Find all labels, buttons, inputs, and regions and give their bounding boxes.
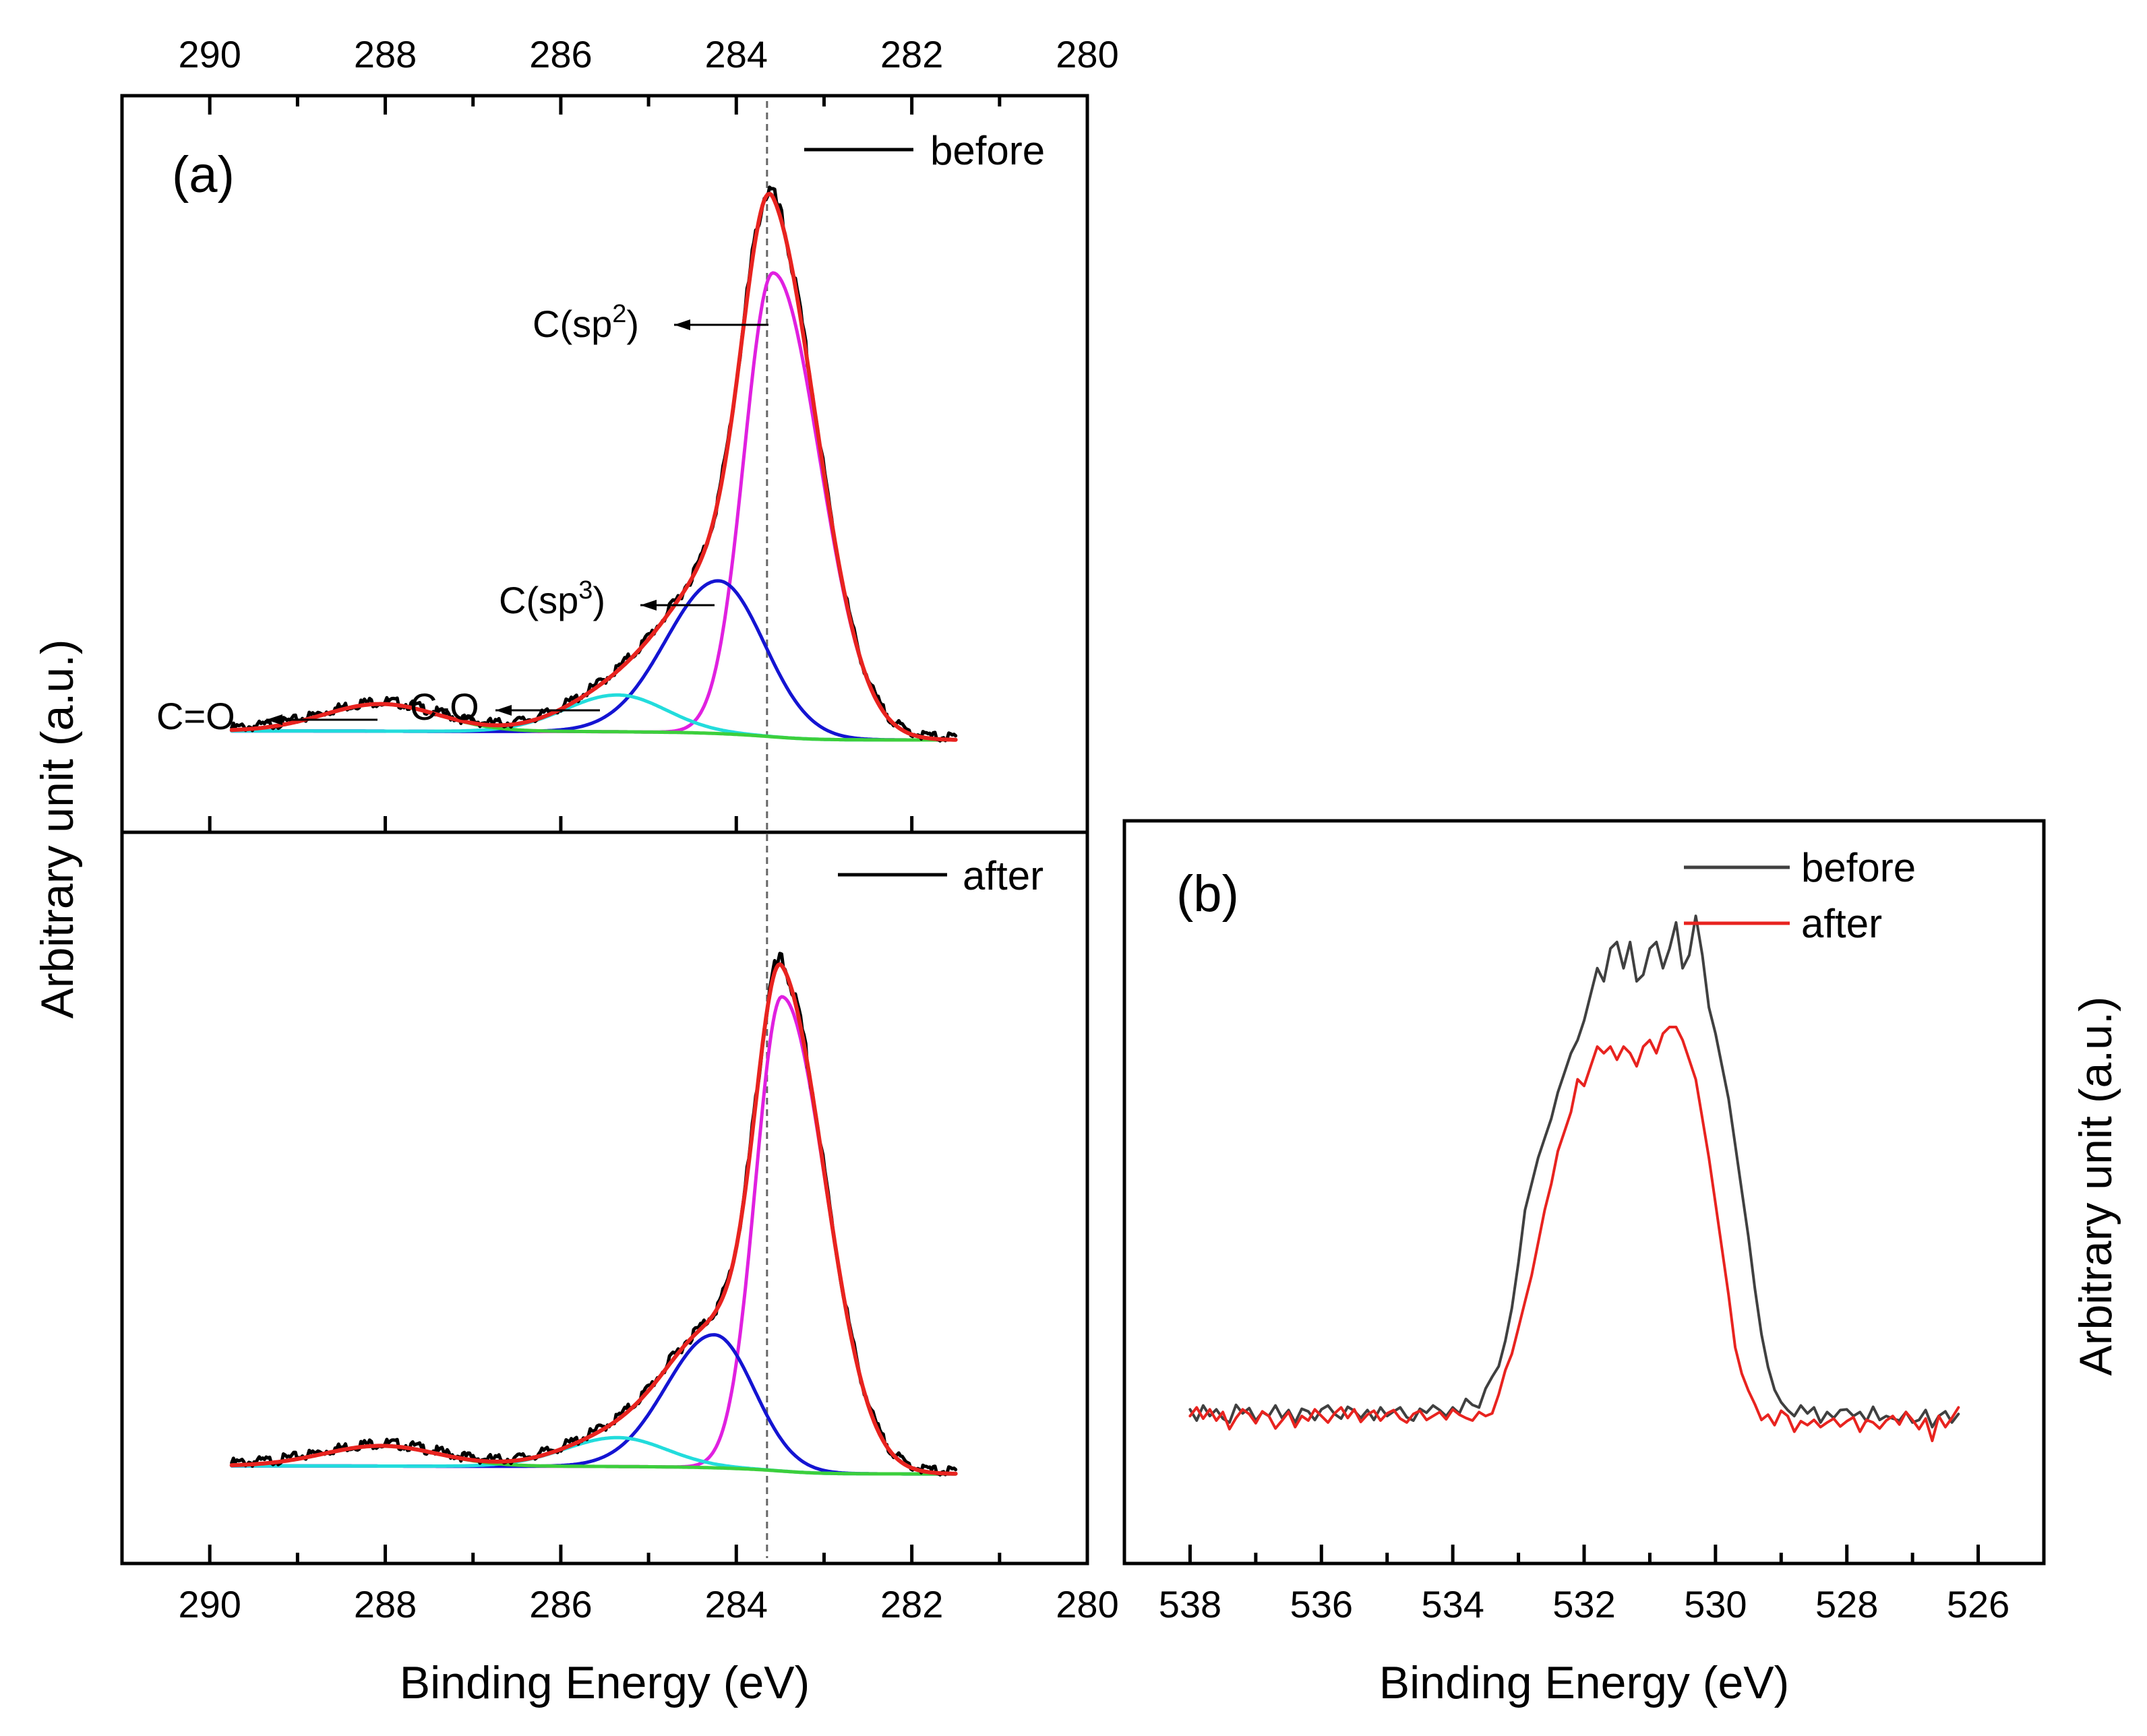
annotation-c-eq-o-text: C=O	[156, 695, 235, 737]
top-x-tick-label: 280	[1056, 33, 1118, 75]
raw-data-curve	[230, 952, 958, 1477]
annotation-co-text: C-O	[410, 685, 479, 728]
legend-after-label: after	[963, 853, 1044, 898]
top-x-tick-label: 288	[354, 33, 417, 75]
panel-a-x-axis-label: Binding Energy (eV)	[400, 1657, 810, 1708]
panel-a: 290 288 286 284 282 280 290 288 286 284 282 280 (a…	[32, 33, 1119, 1708]
top-x-axis: 290 288 286 284 282 280	[120, 33, 1119, 832]
component-c-o	[230, 1435, 958, 1476]
subplot-after	[229, 952, 958, 1477]
top-x-tick-label: 282	[880, 33, 943, 75]
panel-b-label: (b)	[1176, 865, 1239, 923]
annotation-sp3-arrowhead	[640, 600, 657, 611]
bottom-x-tick-label: 288	[354, 1583, 417, 1625]
series-before	[1188, 914, 1960, 1429]
annotation-co: C-O	[410, 685, 600, 728]
panel-b: 538 536 534 532 530 528 526 (b) before after B…	[1122, 819, 2121, 1708]
annotation-sp2: C(sp2)	[533, 300, 768, 345]
top-x-tick-label: 284	[705, 33, 768, 75]
panel-b-x-tick-label: 526	[1947, 1583, 2009, 1625]
bottom-x-axis: 290 288 286 284 282 280	[120, 1545, 1119, 1625]
raw-data-curve	[230, 185, 958, 743]
panel-b-y-axis-label: Arbitrary unit (a.u.)	[2070, 996, 2121, 1375]
annotation-sp3-text: C(sp3)	[499, 576, 605, 621]
panel-a-label: (a)	[172, 146, 235, 204]
panel-b-x-axis: 538 536 534 532 530 528 526	[1122, 1545, 2046, 1625]
legend-b-after-label: after	[1801, 901, 1882, 946]
panel-b-x-tick-label: 538	[1159, 1583, 1221, 1625]
series-after	[1188, 1026, 1960, 1442]
panel-b-plot	[1188, 914, 1960, 1442]
annotation-sp2-arrowhead	[674, 319, 690, 330]
legend-b-before-label: before	[1801, 845, 1916, 890]
bottom-x-tick-label: 284	[705, 1583, 768, 1625]
bottom-x-tick-label: 282	[880, 1583, 943, 1625]
bottom-x-tick-label: 280	[1056, 1583, 1118, 1625]
panel-b-frame	[1122, 819, 2046, 1566]
component-c-sp2-	[230, 995, 958, 1476]
annotation-c-eq-o-arrowhead	[266, 714, 282, 725]
panel-b-x-tick-label: 532	[1552, 1583, 1615, 1625]
annotation-c-eq-o: C=O	[156, 695, 377, 737]
panel-b-x-tick-label: 534	[1421, 1583, 1484, 1625]
bottom-x-tick-label: 290	[178, 1583, 241, 1625]
panel-b-x-tick-label: 530	[1684, 1583, 1747, 1625]
legend-before-label: before	[930, 128, 1045, 173]
panel-b-x-axis-label: Binding Energy (eV)	[1379, 1657, 1790, 1708]
annotation-sp3: C(sp3)	[499, 576, 715, 621]
component-c-sp3-	[230, 1333, 958, 1476]
subplot-before	[229, 185, 958, 743]
top-x-tick-label: 290	[178, 33, 241, 75]
panel-b-x-tick-label: 528	[1815, 1583, 1878, 1625]
fit-envelope-curve	[229, 962, 958, 1476]
panel-b-x-tick-label: 536	[1290, 1583, 1353, 1625]
fit-envelope-curve	[229, 191, 958, 742]
annotation-sp2-text: C(sp2)	[533, 300, 639, 345]
panel-a-y-axis-label: Arbitrary unit (a.u.)	[32, 639, 83, 1018]
annotation-co-arrowhead	[495, 705, 512, 716]
bottom-x-tick-label: 286	[529, 1583, 592, 1625]
top-x-tick-label: 286	[529, 33, 592, 75]
